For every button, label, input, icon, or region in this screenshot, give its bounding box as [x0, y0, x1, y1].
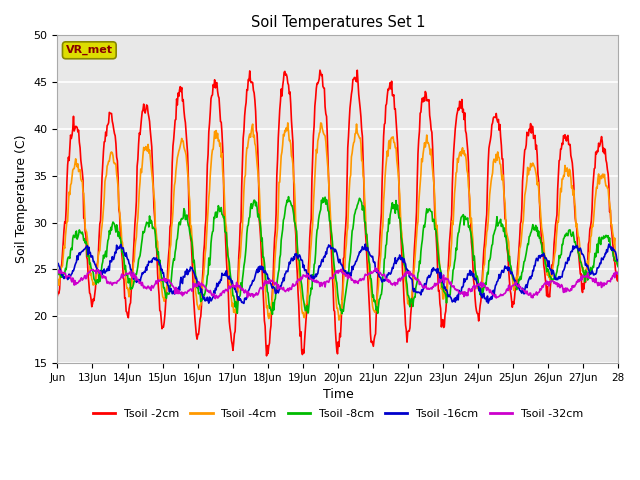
- Y-axis label: Soil Temperature (C): Soil Temperature (C): [15, 135, 28, 264]
- X-axis label: Time: Time: [323, 388, 353, 401]
- Legend: Tsoil -2cm, Tsoil -4cm, Tsoil -8cm, Tsoil -16cm, Tsoil -32cm: Tsoil -2cm, Tsoil -4cm, Tsoil -8cm, Tsoi…: [88, 404, 588, 423]
- Text: VR_met: VR_met: [66, 45, 113, 55]
- Title: Soil Temperatures Set 1: Soil Temperatures Set 1: [251, 15, 425, 30]
